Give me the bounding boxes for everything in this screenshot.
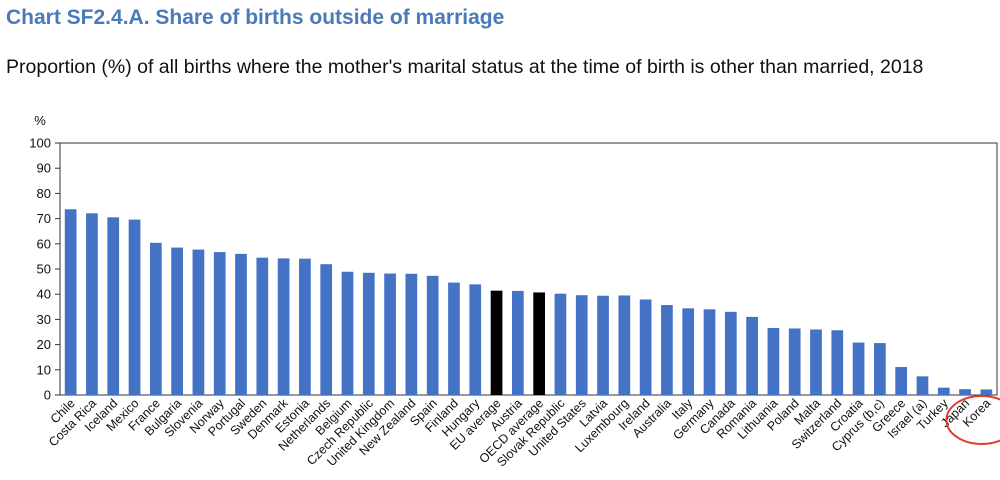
- bar-turkey: [937, 387, 950, 395]
- bar-cyprus-b-c: [874, 343, 886, 395]
- bar-slovak-republic: [554, 293, 567, 395]
- bar-croatia: [852, 342, 865, 395]
- bar-finland: [448, 282, 460, 395]
- bar-israel-a: [916, 376, 929, 395]
- y-tick-label-40: 40: [37, 287, 51, 302]
- bar-denmark: [277, 258, 290, 395]
- bar-hungary: [469, 284, 482, 395]
- bar-ireland: [639, 299, 652, 395]
- bar-lithuania: [767, 327, 780, 395]
- bar-switzerland: [831, 330, 844, 395]
- annotation-layer: [945, 395, 1000, 445]
- bar-france: [149, 242, 162, 395]
- bar-romania: [746, 316, 758, 395]
- y-axis-unit-label: %: [34, 113, 46, 128]
- chart-axes: 0 10 20 30 40 50 60 70 80 90 100%: [29, 113, 998, 403]
- y-tick-label-60: 60: [37, 236, 51, 251]
- y-tick-label-80: 80: [37, 186, 51, 201]
- bar-new-zealand: [405, 273, 418, 395]
- bar-germany: [703, 309, 716, 395]
- bar-eu-average: [490, 290, 503, 395]
- annotation-circle: [945, 395, 1000, 445]
- bar-australia: [661, 305, 673, 395]
- bar-chile: [64, 209, 77, 395]
- y-tick-label-50: 50: [37, 262, 51, 277]
- bar-portugal: [235, 253, 247, 395]
- y-tick-label-100: 100: [29, 136, 51, 151]
- chart-title: Chart SF2.4.A. Share of births outside o…: [6, 6, 505, 29]
- bar-series: [64, 209, 993, 395]
- bar-greece: [895, 367, 908, 395]
- bar-czech-republic: [362, 272, 375, 395]
- bar-korea: [980, 389, 993, 395]
- bar-luxembourg: [618, 295, 631, 395]
- bar-italy: [682, 308, 695, 395]
- bar-belgium: [341, 271, 354, 395]
- y-tick-label-10: 10: [37, 362, 51, 377]
- bar-norway: [213, 252, 226, 395]
- bar-austria: [511, 290, 524, 395]
- bar-spain: [426, 275, 439, 395]
- bar-united-kingdom: [384, 273, 396, 395]
- bar-bulgaria: [171, 247, 183, 395]
- bar-japan: [959, 389, 971, 395]
- y-tick-label-70: 70: [37, 211, 51, 226]
- y-tick-label-20: 20: [37, 337, 51, 352]
- bar-slovenia: [192, 249, 205, 395]
- bar-mexico: [128, 219, 141, 395]
- bar-oecd-average: [533, 292, 546, 395]
- bar-costa-rica: [86, 213, 98, 395]
- bar-poland: [788, 328, 801, 395]
- chart-subtitle: Proportion (%) of all births where the m…: [6, 56, 924, 78]
- bar-malta: [810, 329, 822, 395]
- y-tick-label-30: 30: [37, 312, 51, 327]
- bar-canada: [724, 311, 737, 395]
- bar-iceland: [107, 217, 120, 395]
- bar-latvia: [597, 295, 609, 395]
- bar-netherlands: [320, 264, 333, 395]
- y-tick-label-90: 90: [37, 161, 51, 176]
- bar-estonia: [299, 258, 311, 395]
- y-tick-label-0: 0: [44, 388, 51, 403]
- bar-united-states: [575, 295, 588, 395]
- bar-sweden: [256, 257, 269, 395]
